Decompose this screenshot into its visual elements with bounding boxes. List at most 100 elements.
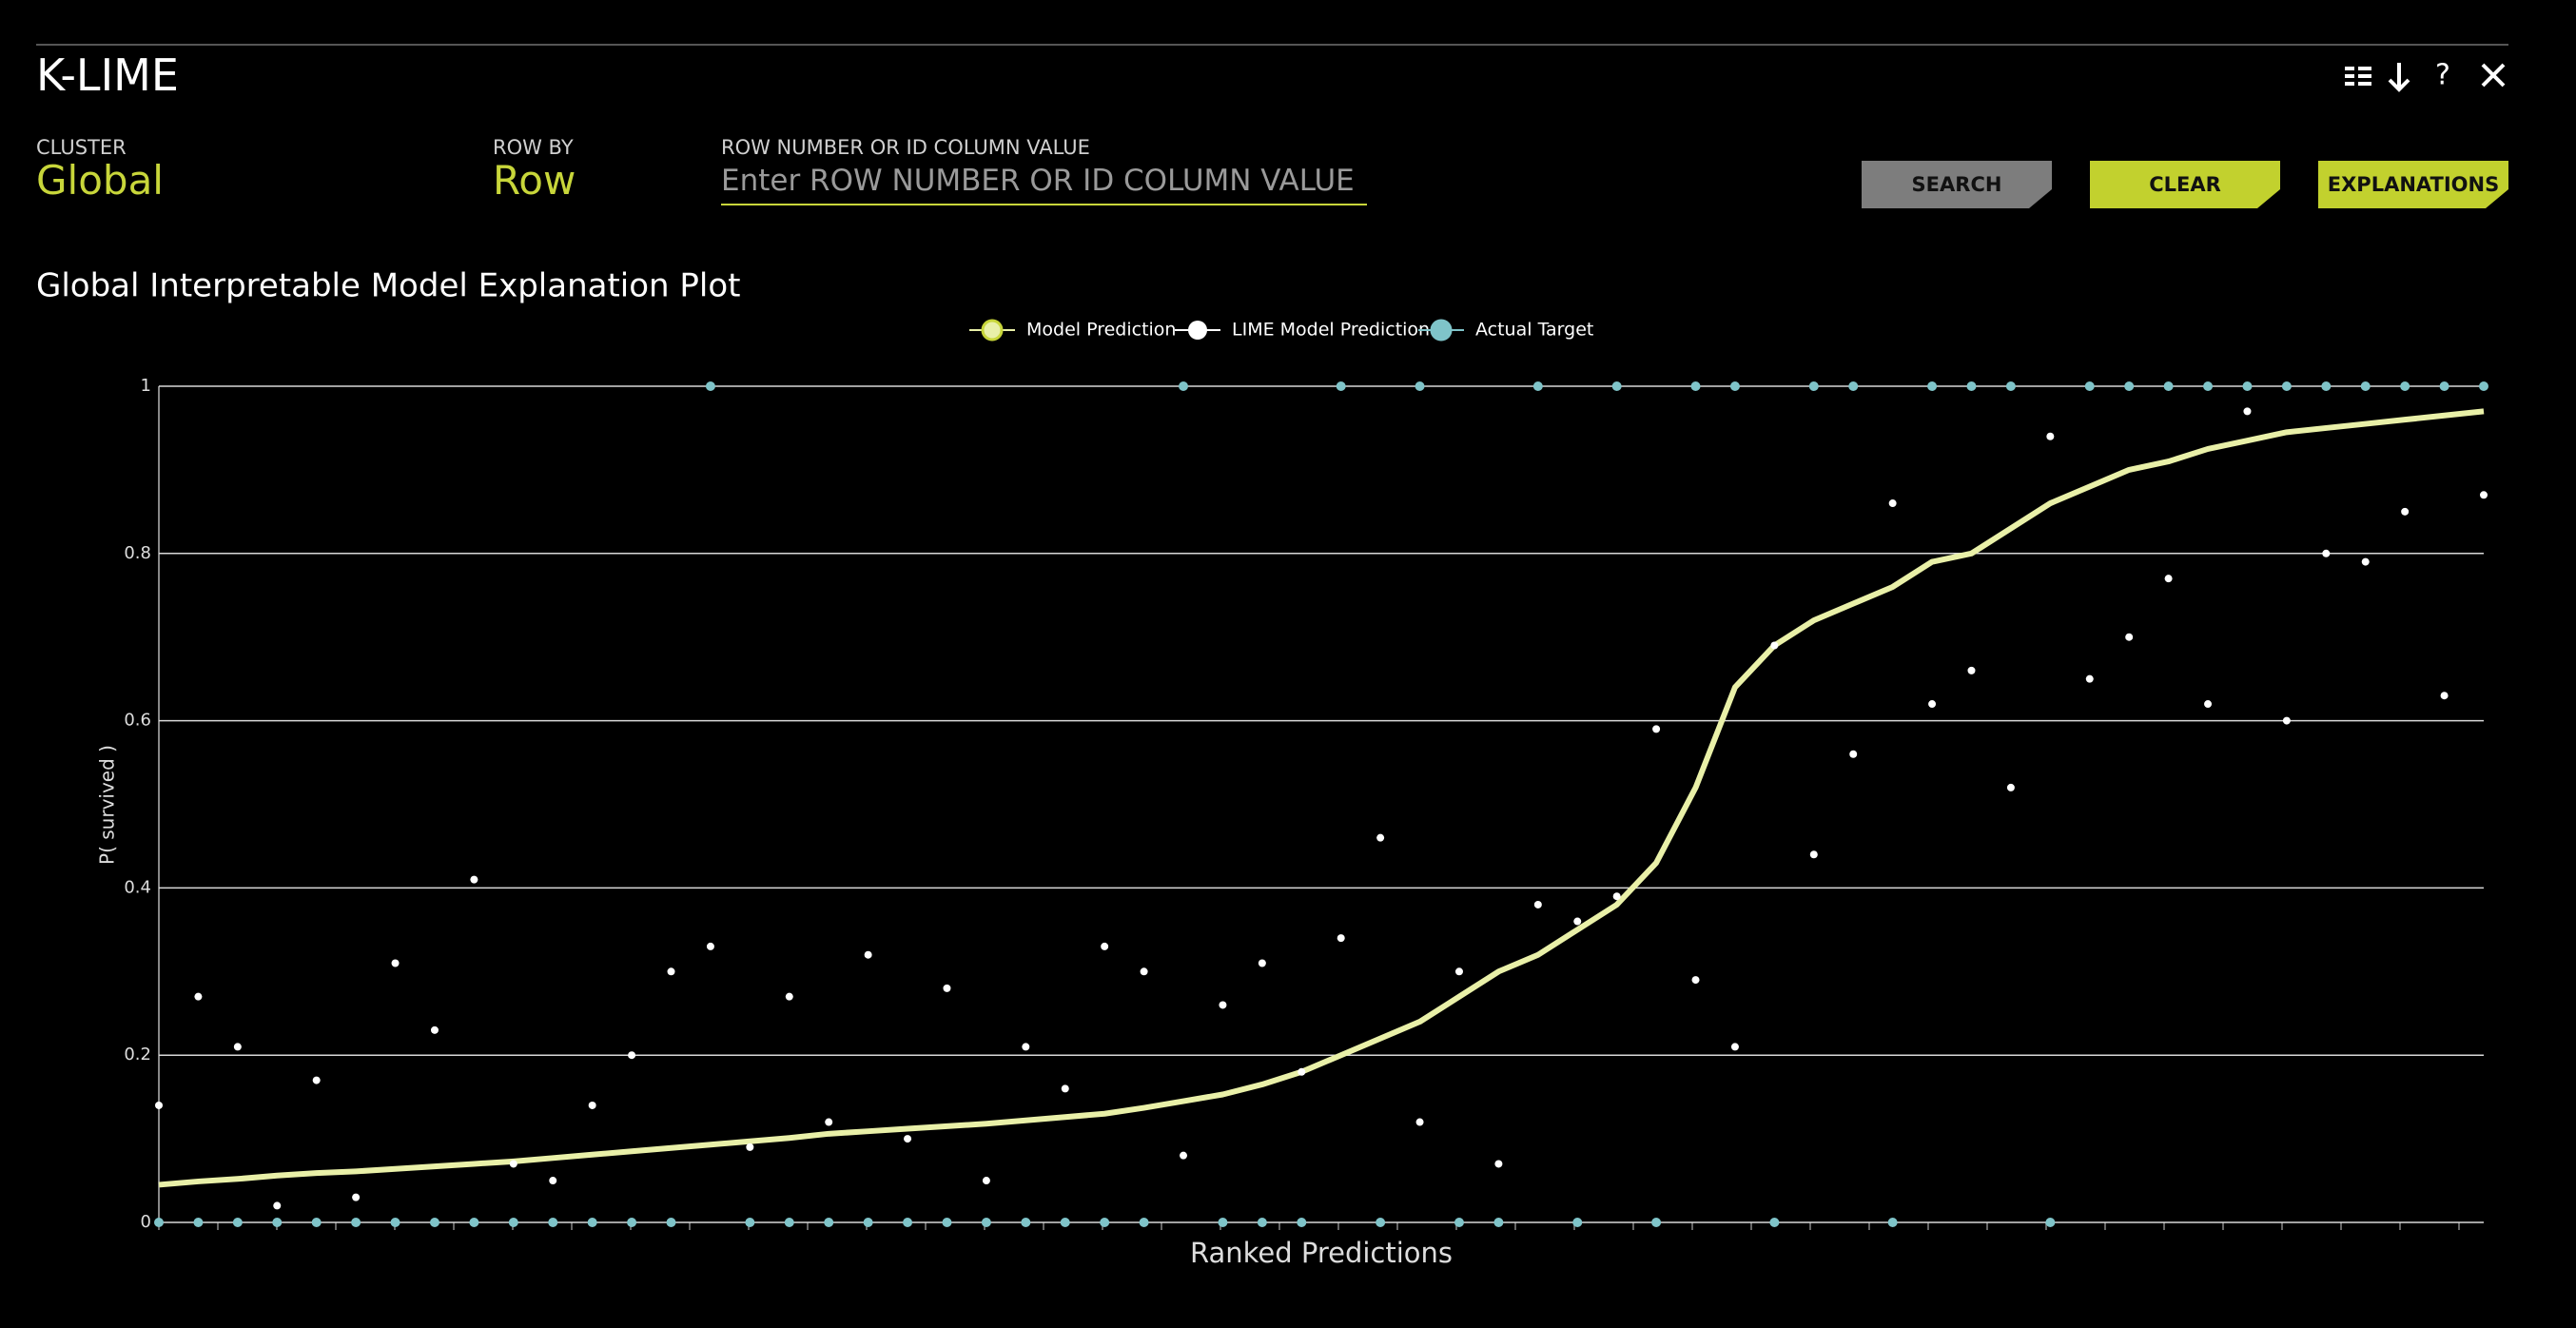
data-point <box>1849 750 1858 758</box>
data-point <box>628 1051 636 1060</box>
data-point <box>1808 381 1819 391</box>
explanations-button[interactable]: EXPLANATIONS <box>2318 161 2508 208</box>
data-point <box>2242 381 2253 391</box>
data-point <box>1258 959 1266 967</box>
data-point <box>1257 1218 1267 1227</box>
chart-title: Global Interpretable Model Explanation P… <box>36 267 740 305</box>
data-point <box>194 992 203 1001</box>
data-point <box>233 1043 242 1051</box>
data-point <box>2322 549 2331 557</box>
data-point <box>587 1218 597 1227</box>
data-point <box>2005 381 2016 391</box>
data-point <box>352 1193 361 1201</box>
data-point <box>1809 850 1818 859</box>
model-prediction-line <box>158 408 2485 1188</box>
row-input[interactable]: Enter ROW NUMBER OR ID COLUMN VALUE <box>721 164 1367 205</box>
data-point <box>863 1218 873 1227</box>
data-point <box>469 1218 479 1227</box>
data-point <box>824 1218 834 1227</box>
data-point <box>1298 1067 1306 1076</box>
data-point <box>981 1218 991 1227</box>
data-point <box>2203 381 2214 391</box>
list-icon[interactable] <box>2345 67 2371 86</box>
data-point <box>1376 833 1385 842</box>
data-point <box>1928 700 1937 709</box>
data-point <box>1180 1151 1188 1160</box>
help-icon[interactable]: ? <box>2435 59 2450 92</box>
y-tick-label: 0.4 <box>124 877 151 897</box>
data-point <box>1690 381 1701 391</box>
legend-marker <box>981 319 1004 342</box>
data-point <box>312 1076 321 1084</box>
legend-marker <box>1430 319 1453 342</box>
data-point <box>2480 491 2488 499</box>
data-point <box>2439 381 2449 391</box>
data-point <box>1021 1218 1031 1227</box>
data-point <box>1219 1001 1227 1009</box>
data-point <box>1494 1160 1503 1168</box>
data-point <box>430 1025 439 1034</box>
legend-label: LIME Model Prediction <box>1232 320 1430 341</box>
data-point <box>1927 381 1938 391</box>
y-tick-label: 0.6 <box>124 711 151 731</box>
data-point <box>1022 1043 1030 1051</box>
data-point <box>904 1135 912 1143</box>
data-point <box>1848 381 1859 391</box>
data-point <box>390 1218 400 1227</box>
search-button[interactable]: SEARCH <box>1862 161 2052 208</box>
download-icon[interactable] <box>2388 63 2410 92</box>
data-point <box>1415 381 1425 391</box>
data-point <box>2006 783 2015 791</box>
data-point <box>706 942 714 950</box>
data-point <box>1101 942 1109 950</box>
data-point <box>2084 381 2095 391</box>
data-point <box>1179 381 1189 391</box>
data-point <box>1769 1218 1780 1227</box>
legend-label: Model Prediction <box>1026 320 1176 341</box>
data-point <box>1652 725 1661 733</box>
data-point <box>548 1218 558 1227</box>
y-tick-label: 1 <box>141 376 151 396</box>
data-point <box>2479 381 2488 391</box>
data-point <box>2400 381 2410 391</box>
data-point <box>508 1218 518 1227</box>
data-point <box>509 1160 517 1168</box>
data-point <box>1888 499 1897 508</box>
data-point <box>2125 633 2134 641</box>
data-point <box>1376 1218 1386 1227</box>
data-point <box>1612 892 1621 901</box>
data-point <box>1966 381 1977 391</box>
data-point <box>1532 381 1543 391</box>
data-point <box>1061 1084 1069 1093</box>
data-point <box>1611 381 1622 391</box>
data-point <box>785 992 793 1001</box>
data-point <box>1887 1218 1898 1227</box>
data-point <box>272 1218 283 1227</box>
data-point <box>1218 1218 1228 1227</box>
close-icon[interactable] <box>2481 63 2506 88</box>
data-point <box>232 1218 243 1227</box>
data-point <box>311 1218 322 1227</box>
data-point <box>666 1218 676 1227</box>
data-point <box>1651 1218 1662 1227</box>
data-point <box>825 1118 833 1126</box>
data-point <box>2045 1218 2056 1227</box>
data-point <box>154 1218 164 1227</box>
data-point <box>943 984 951 992</box>
row-by-label: ROW BY <box>493 136 574 159</box>
data-point <box>745 1218 755 1227</box>
cluster-value[interactable]: Global <box>36 157 164 204</box>
data-point <box>273 1201 282 1210</box>
x-axis-label: Ranked Predictions <box>1190 1237 1453 1269</box>
data-point <box>982 1177 990 1185</box>
data-point <box>155 1101 163 1109</box>
clear-button[interactable]: CLEAR <box>2090 161 2280 208</box>
y-tick-label: 0.2 <box>124 1045 151 1064</box>
row-by-value[interactable]: Row <box>493 157 576 204</box>
data-point <box>1573 917 1582 926</box>
cluster-label: CLUSTER <box>36 136 127 159</box>
data-point <box>1729 381 1740 391</box>
data-point <box>2361 557 2370 566</box>
data-point <box>1139 1218 1149 1227</box>
